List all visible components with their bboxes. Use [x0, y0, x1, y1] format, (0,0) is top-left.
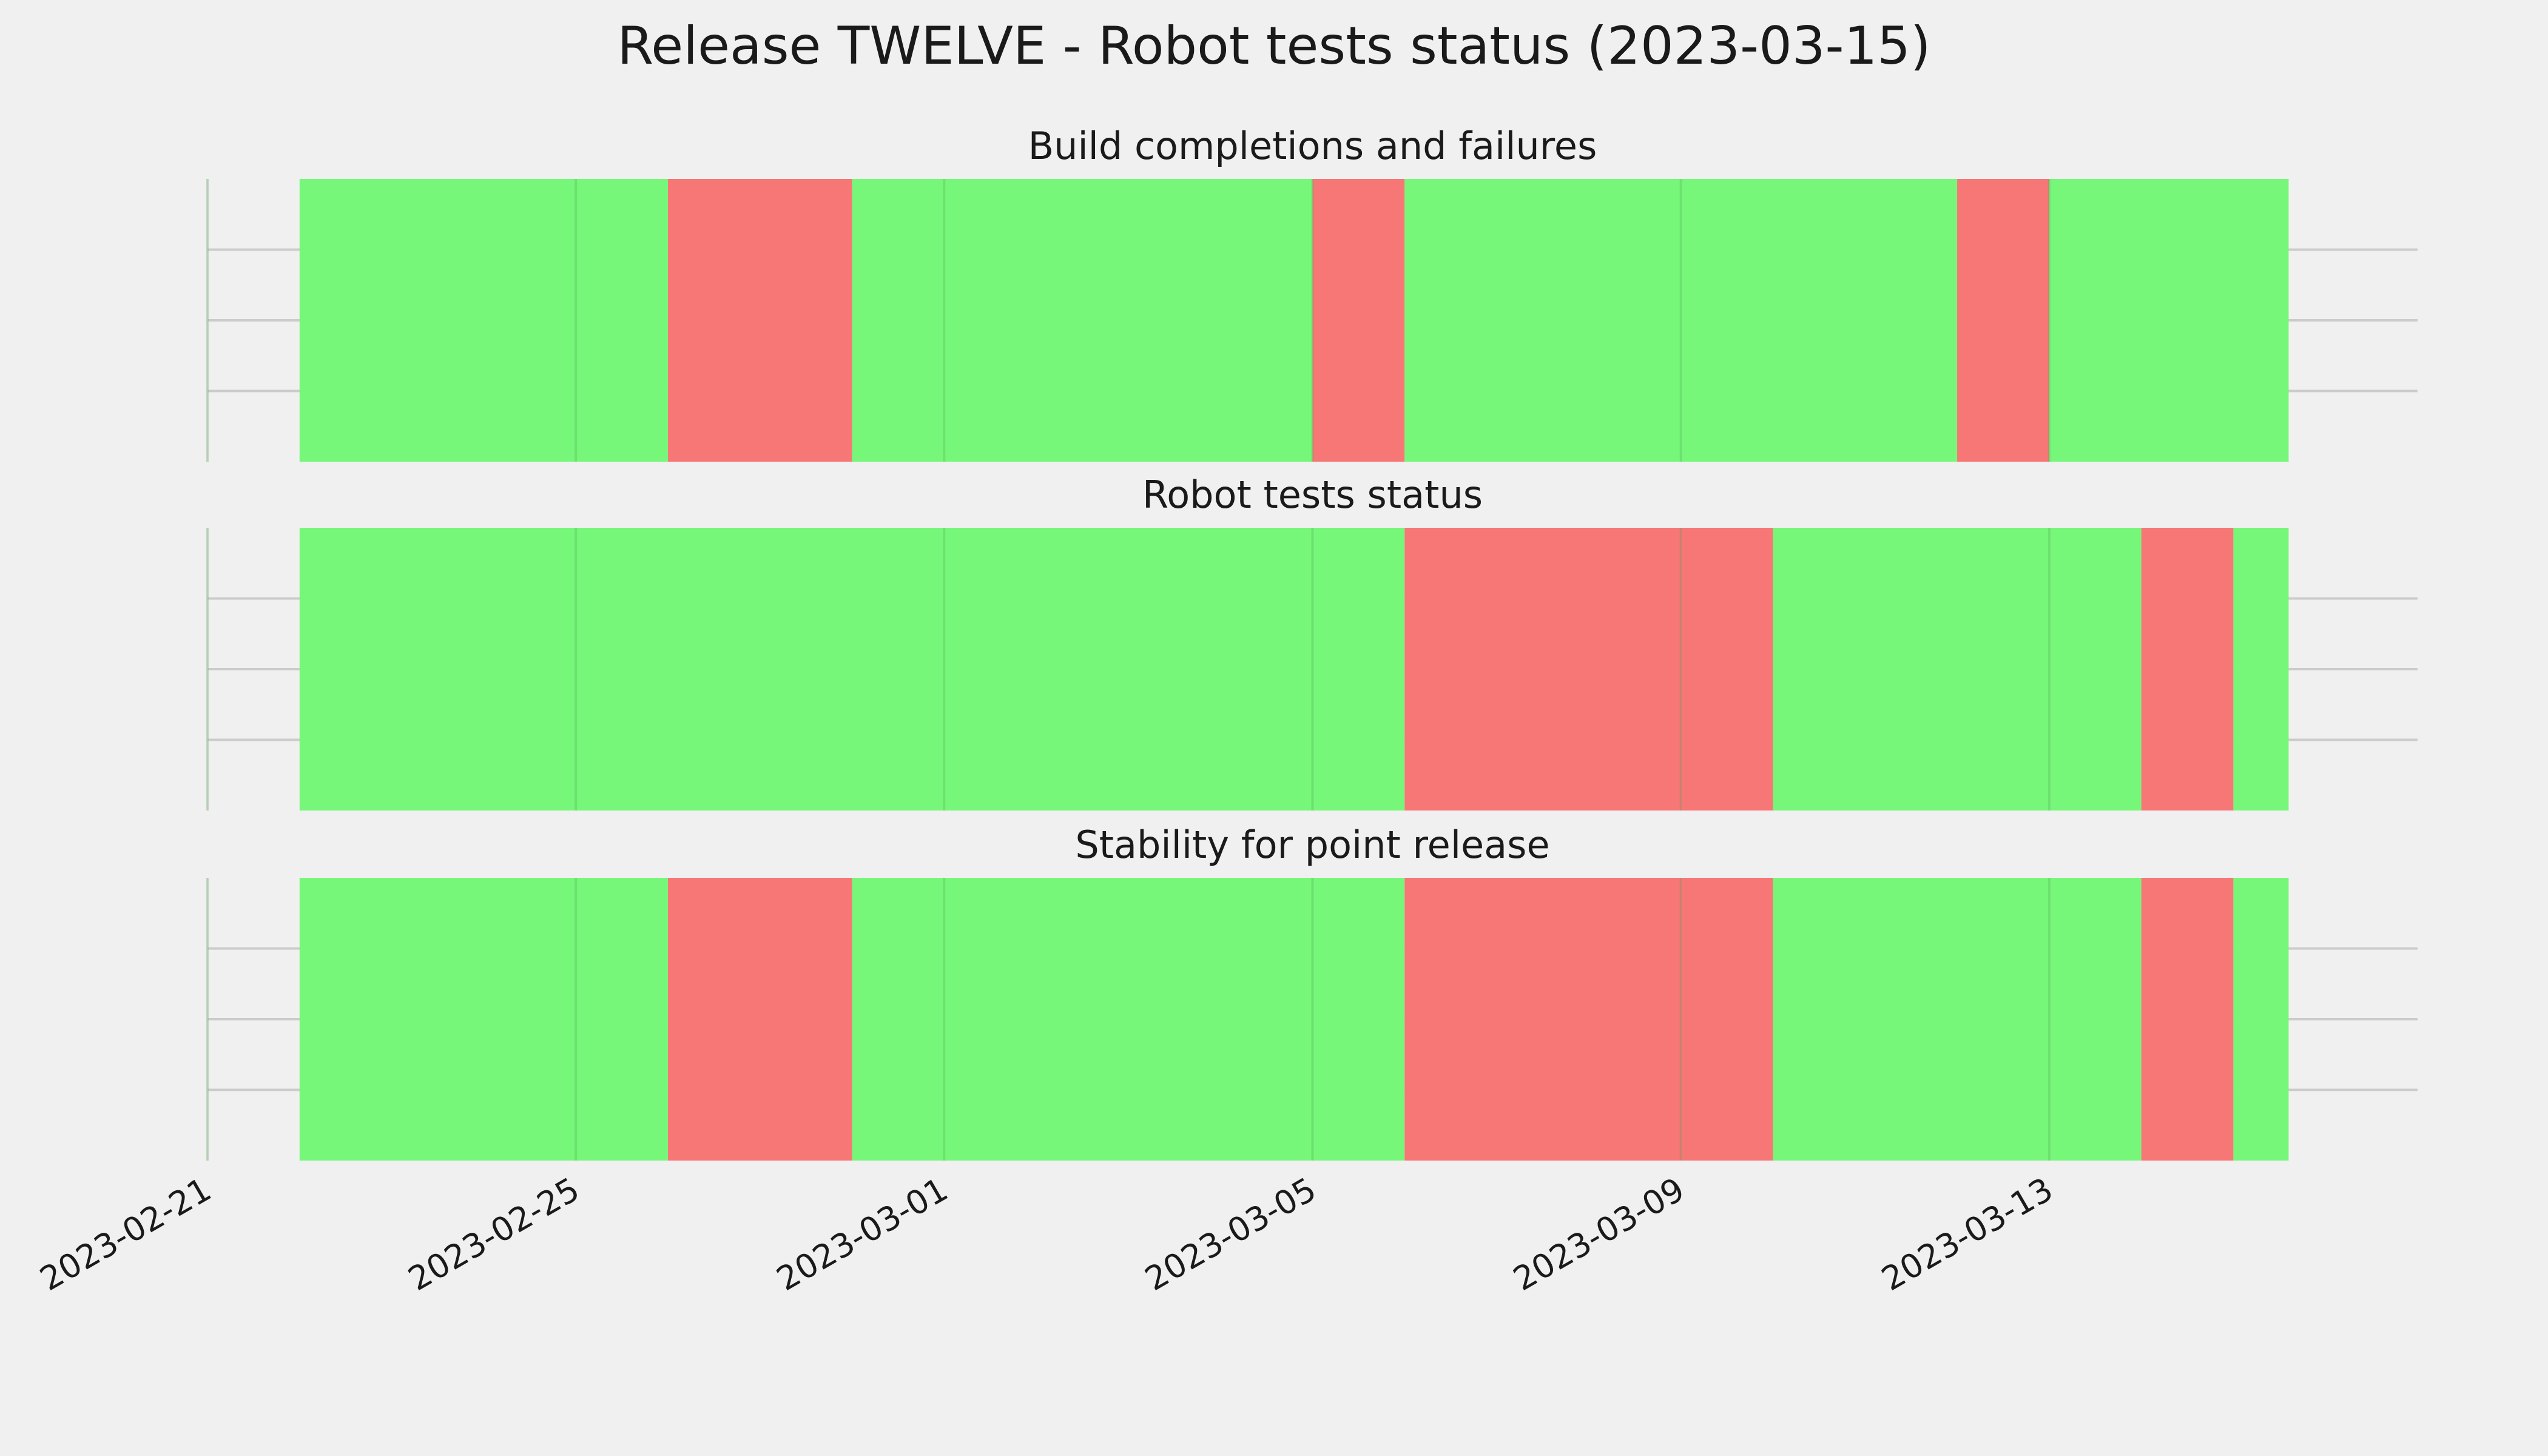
x-tick-label: 2023-03-09 — [1507, 1170, 1691, 1298]
pass-segment — [1773, 878, 2142, 1161]
chart-panels: Build completions and failures Robot test… — [206, 124, 2418, 1161]
pass-segment — [1773, 528, 2142, 811]
pass-segment — [2233, 528, 2289, 811]
x-tick-label: 2023-02-21 — [33, 1170, 217, 1298]
pass-segment — [2049, 179, 2289, 462]
x-tick-label: 2023-02-25 — [402, 1170, 585, 1298]
panel-title: Stability for point release — [1075, 823, 1549, 867]
fail-segment — [667, 878, 852, 1161]
chart-panel: Build completions and failures — [206, 124, 2418, 462]
fail-segment — [1312, 179, 1405, 462]
x-tick-label: 2023-03-05 — [1139, 1170, 1323, 1298]
pass-segment — [852, 878, 1405, 1161]
chart-panel: Robot tests status — [206, 473, 2418, 811]
panel-title: Build completions and failures — [1028, 124, 1597, 168]
fail-segment — [1957, 179, 2049, 462]
pass-segment — [1404, 179, 1958, 462]
pass-segment — [2233, 878, 2289, 1161]
pass-segment — [299, 179, 668, 462]
pass-segment — [299, 528, 1405, 811]
fail-segment — [1404, 878, 1773, 1161]
fail-segment — [667, 179, 852, 462]
figure-title: Release TWELVE - Robot tests status (202… — [617, 16, 1930, 76]
fail-segment — [2141, 528, 2234, 811]
fail-segment — [1404, 528, 1773, 811]
pass-segment — [299, 878, 668, 1161]
pass-segment — [852, 179, 1313, 462]
chart-panel: Stability for point release — [206, 823, 2418, 1161]
x-axis-tick-labels: 2023-02-21 2023-02-25 2023-03-01 2023-03-05… — [33, 1170, 2059, 1298]
x-tick-label: 2023-03-01 — [770, 1170, 954, 1298]
fail-segment — [2141, 878, 2234, 1161]
panel-title: Robot tests status — [1142, 473, 1483, 517]
x-tick-label: 2023-03-13 — [1875, 1170, 2059, 1298]
